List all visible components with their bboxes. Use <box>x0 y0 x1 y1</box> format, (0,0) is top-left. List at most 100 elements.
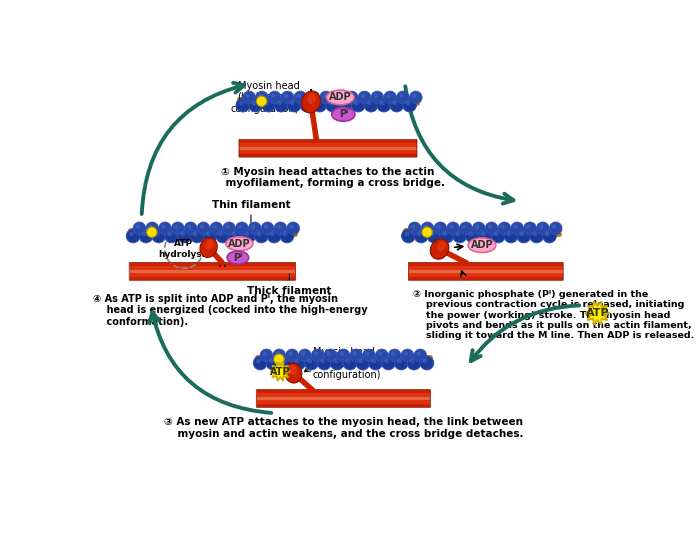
Bar <box>239 143 416 147</box>
Circle shape <box>162 225 166 229</box>
Circle shape <box>307 91 320 104</box>
Circle shape <box>172 222 184 235</box>
Circle shape <box>268 91 281 104</box>
Circle shape <box>393 100 398 105</box>
Circle shape <box>280 229 294 243</box>
Circle shape <box>281 91 294 104</box>
Circle shape <box>473 222 485 235</box>
Circle shape <box>394 356 408 370</box>
Circle shape <box>327 351 331 356</box>
Text: ADP: ADP <box>329 92 351 103</box>
Circle shape <box>545 231 550 236</box>
Circle shape <box>303 100 308 105</box>
Circle shape <box>133 222 146 235</box>
Circle shape <box>314 351 318 356</box>
Circle shape <box>447 222 459 235</box>
Circle shape <box>236 222 248 235</box>
Circle shape <box>424 225 428 229</box>
Circle shape <box>287 222 300 235</box>
Circle shape <box>402 229 415 243</box>
Circle shape <box>437 225 441 229</box>
Circle shape <box>536 222 550 235</box>
Circle shape <box>434 222 447 235</box>
Circle shape <box>190 229 204 243</box>
Bar <box>409 276 563 280</box>
Circle shape <box>345 91 358 104</box>
Circle shape <box>440 229 454 243</box>
Circle shape <box>264 225 268 229</box>
Circle shape <box>526 225 531 229</box>
Circle shape <box>184 222 197 235</box>
Ellipse shape <box>200 238 217 258</box>
Ellipse shape <box>285 363 302 383</box>
Bar <box>409 263 563 266</box>
Circle shape <box>258 94 262 98</box>
Circle shape <box>328 100 333 105</box>
Circle shape <box>273 349 286 362</box>
Circle shape <box>405 100 410 105</box>
Circle shape <box>301 351 305 356</box>
Circle shape <box>414 229 428 243</box>
Circle shape <box>290 100 295 105</box>
Circle shape <box>358 91 371 104</box>
Circle shape <box>292 356 306 370</box>
Circle shape <box>427 229 441 243</box>
Circle shape <box>238 225 242 229</box>
Circle shape <box>382 356 395 370</box>
Circle shape <box>421 222 434 235</box>
Text: Pᴵ: Pᴵ <box>233 253 242 263</box>
Ellipse shape <box>289 365 297 375</box>
Circle shape <box>241 229 255 243</box>
Circle shape <box>232 231 237 236</box>
Circle shape <box>399 94 403 98</box>
Circle shape <box>343 356 357 370</box>
Circle shape <box>442 231 447 236</box>
Circle shape <box>213 225 217 229</box>
Circle shape <box>367 100 372 105</box>
Circle shape <box>404 351 408 356</box>
Circle shape <box>420 356 434 370</box>
Polygon shape <box>585 301 610 325</box>
Text: ATP: ATP <box>586 308 609 318</box>
Circle shape <box>236 98 250 112</box>
Circle shape <box>307 359 312 364</box>
Text: Pᴵ: Pᴵ <box>339 109 348 119</box>
Circle shape <box>320 91 332 104</box>
Circle shape <box>304 356 318 370</box>
Circle shape <box>286 349 298 362</box>
Circle shape <box>466 229 480 243</box>
Circle shape <box>288 351 293 356</box>
Circle shape <box>274 354 284 365</box>
Circle shape <box>533 231 538 236</box>
Circle shape <box>340 351 344 356</box>
Circle shape <box>330 356 344 370</box>
Bar <box>239 150 416 153</box>
Circle shape <box>265 100 270 105</box>
Circle shape <box>284 94 288 98</box>
Circle shape <box>298 349 312 362</box>
Circle shape <box>511 222 524 235</box>
Circle shape <box>416 351 421 356</box>
Circle shape <box>126 229 140 243</box>
Circle shape <box>243 91 256 104</box>
Bar <box>257 390 430 393</box>
Text: ADP: ADP <box>228 239 251 249</box>
Circle shape <box>410 359 414 364</box>
Bar <box>257 403 430 407</box>
Circle shape <box>460 222 473 235</box>
Circle shape <box>155 231 160 236</box>
Circle shape <box>164 229 178 243</box>
Circle shape <box>200 225 204 229</box>
Circle shape <box>246 94 250 98</box>
Circle shape <box>364 98 378 112</box>
Circle shape <box>519 231 524 236</box>
Circle shape <box>260 349 273 362</box>
Ellipse shape <box>332 108 355 122</box>
Circle shape <box>276 351 280 356</box>
Circle shape <box>377 98 391 112</box>
Circle shape <box>530 229 543 243</box>
Circle shape <box>276 225 281 229</box>
Circle shape <box>350 349 363 362</box>
Circle shape <box>142 231 147 236</box>
Circle shape <box>269 359 274 364</box>
